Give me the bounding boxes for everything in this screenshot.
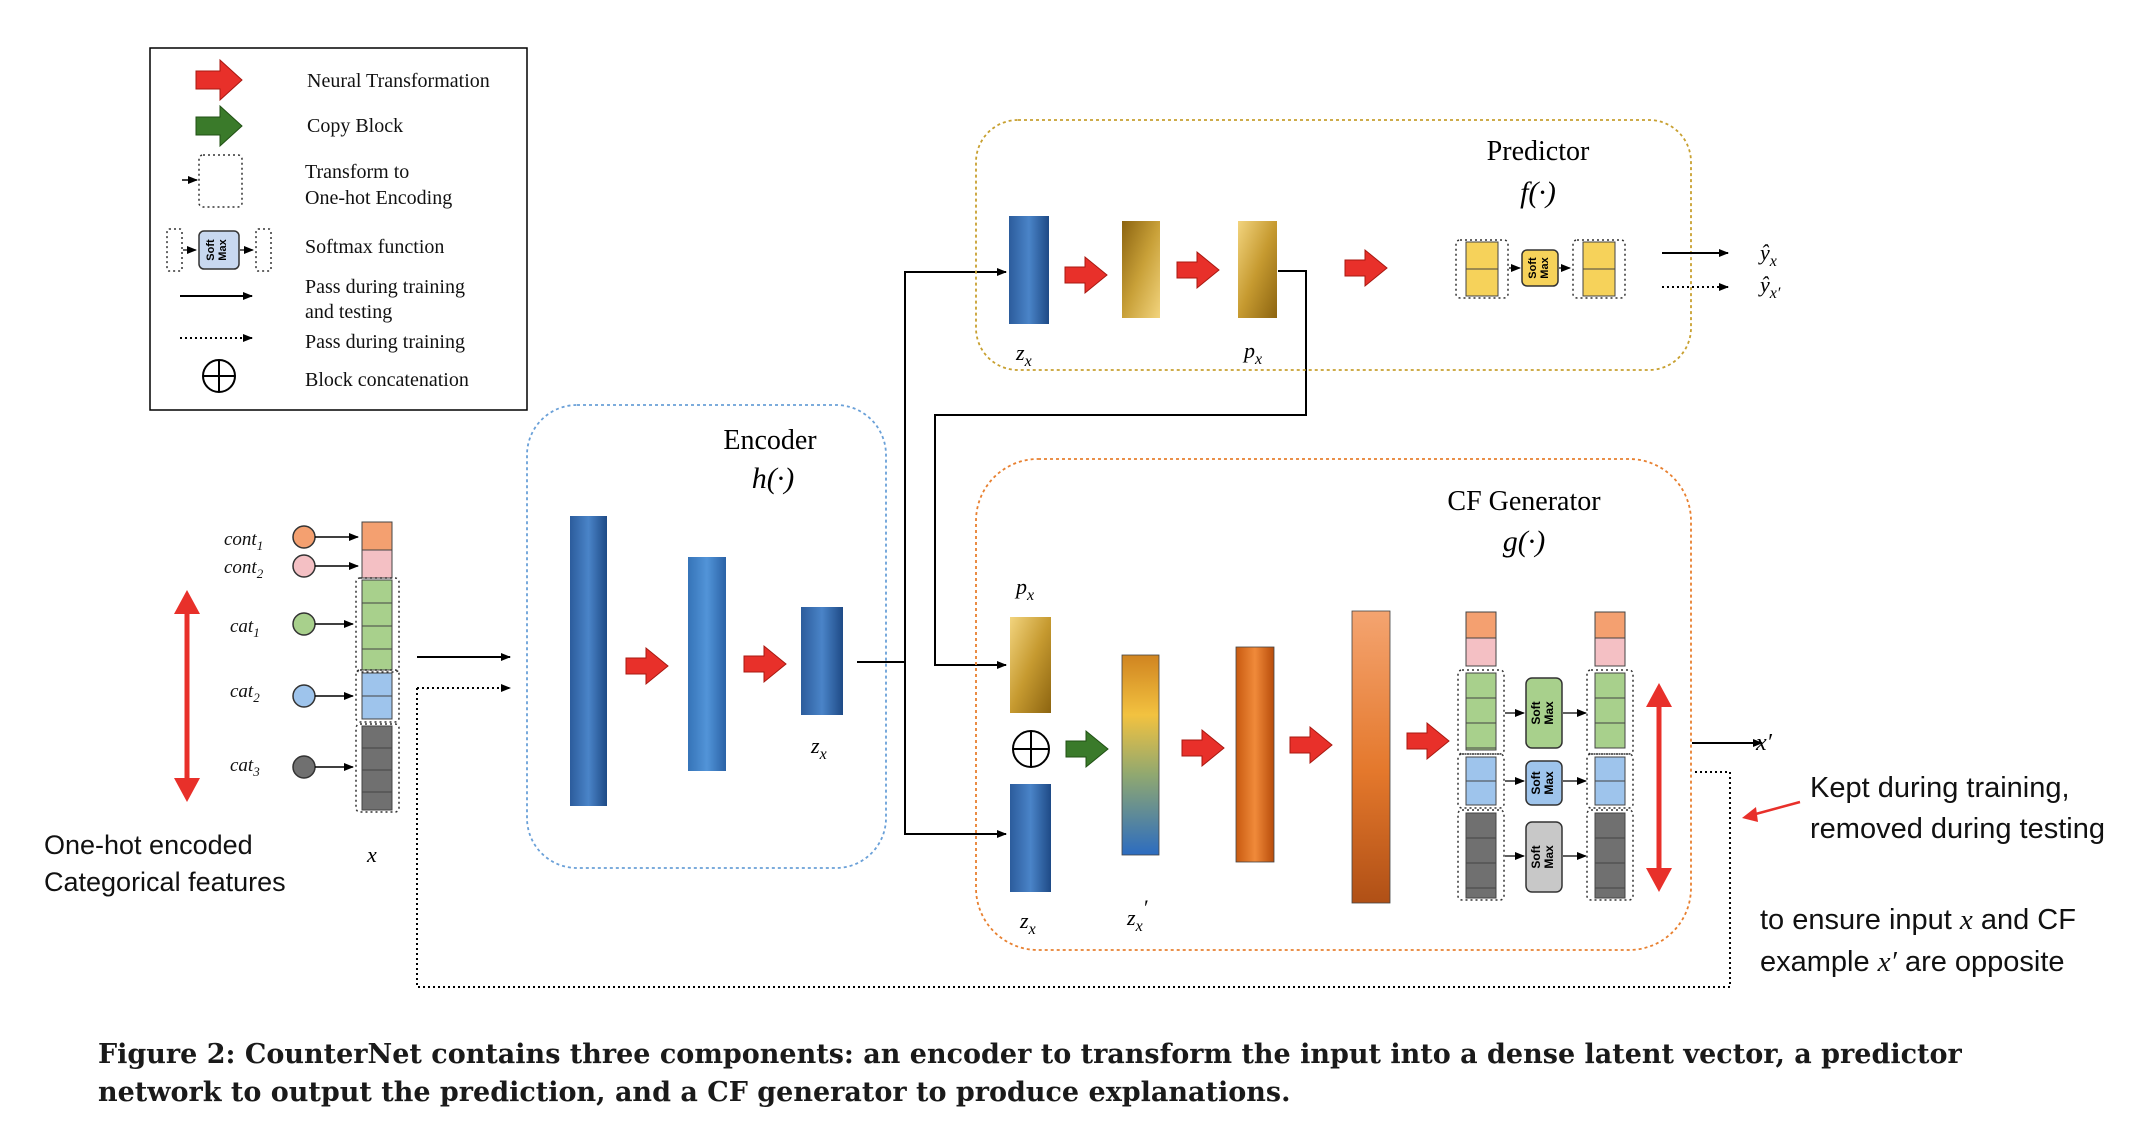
output-x-prime: x′ [1755,730,1773,756]
input-vector [361,521,393,811]
cf-generator: CF Generator g(·) px zx zx′ [975,458,1773,951]
legend-border [149,47,528,411]
generator-p-label: px [1014,574,1034,604]
legend-label-pass-both: Pass during training and testing [305,276,470,323]
copy-block-arrow [1065,729,1109,769]
annotations: Kept during training, removed during tes… [1742,772,2105,978]
encoder-title: Encoder [723,425,817,456]
legend: Soft Max Neural Transformation Copy Bloc… [149,47,528,411]
encoder-func: h(·) [752,462,794,495]
legend-label-onehot: Transform to One-hot Encoding [305,161,452,209]
cf-softmax-cat2-1: Soft [1529,771,1543,794]
generator-zprime-label: zx′ [1126,895,1149,935]
output-y-hat-xprime: ŷx′ [1758,272,1781,302]
generator-border [975,458,1692,951]
input-label-x: x [366,842,377,867]
output-y-hat-x: ŷx [1758,240,1777,270]
cf-softmax-cat2-2: Max [1542,771,1556,795]
feature-label-cat2: cat2 [230,681,260,705]
feature-node-cat3 [292,755,316,779]
legend-label-pass-train: Pass during training [305,331,465,353]
feature-node-cont2 [292,554,316,578]
cf-softmax-cat1-2: Max [1542,701,1556,725]
ensure-annotation-line-1: to ensure input x and CF [1760,904,2076,936]
predictor-softmax-2: Max [1539,256,1551,278]
one-hot-note: One-hot encoded Categorical features [44,830,286,897]
legend-label-softmax: Softmax function [305,236,444,258]
feature-node-cont1 [292,525,316,549]
cf-softmax-cat1-1: Soft [1529,701,1543,724]
generator-concat-icon [1012,730,1050,768]
feature-label-cat1: cat1 [230,616,260,640]
feature-label-cont1: cont1 [224,529,263,553]
softmax-text-1: Soft [205,239,217,261]
feature-node-cat2 [292,684,316,708]
predictor-softmax-1: Soft [1527,257,1539,279]
feature-label-cat3: cat3 [230,755,260,779]
dotted-box-icon [182,154,243,208]
cf-softmax-cat3-2: Max [1542,845,1556,869]
feature-node-cat1 [292,612,316,636]
softmax-text-2: Max [217,238,229,260]
generator-title: CF Generator [1447,486,1601,517]
figure-caption: Figure 2: CounterNet contains three comp… [98,1039,1962,1108]
encoder: Encoder h(·) zx [526,404,887,869]
circle-plus-icon [202,359,236,393]
green-arrow-icon [195,104,243,148]
input-section: cont1 cont2 cat1 cat2 cat3 [44,521,1731,988]
predictor-func: f(·) [1520,176,1556,209]
predictor-border [975,119,1692,371]
cf-softmax-cat3-1: Soft [1529,845,1543,868]
one-hot-double-arrow [174,590,200,802]
feature-label-cont2: cont2 [224,557,264,581]
ensure-annotation-line-2: example x′ are opposite [1760,946,2065,978]
kept-annotation: Kept during training, removed during tes… [1810,772,2105,845]
predictor: Predictor f(·) zx px Soft Max ŷx ŷx′ [975,119,1781,371]
generator-func: g(·) [1503,525,1545,558]
predictor-z-label: zx [1015,340,1032,370]
legend-label-copy: Copy Block [307,115,403,137]
predictor-p-label: px [1242,338,1262,368]
encoder-border [526,404,887,869]
softmax-icon: Soft Max [166,228,272,272]
legend-label-neural: Neural Transformation [307,70,490,92]
encoder-z-label: zx [810,733,827,763]
legend-label-concat: Block concatenation [305,369,469,391]
generator-z-label: zx [1019,908,1036,938]
predictor-title: Predictor [1487,136,1590,167]
red-arrow-icon [195,58,243,102]
